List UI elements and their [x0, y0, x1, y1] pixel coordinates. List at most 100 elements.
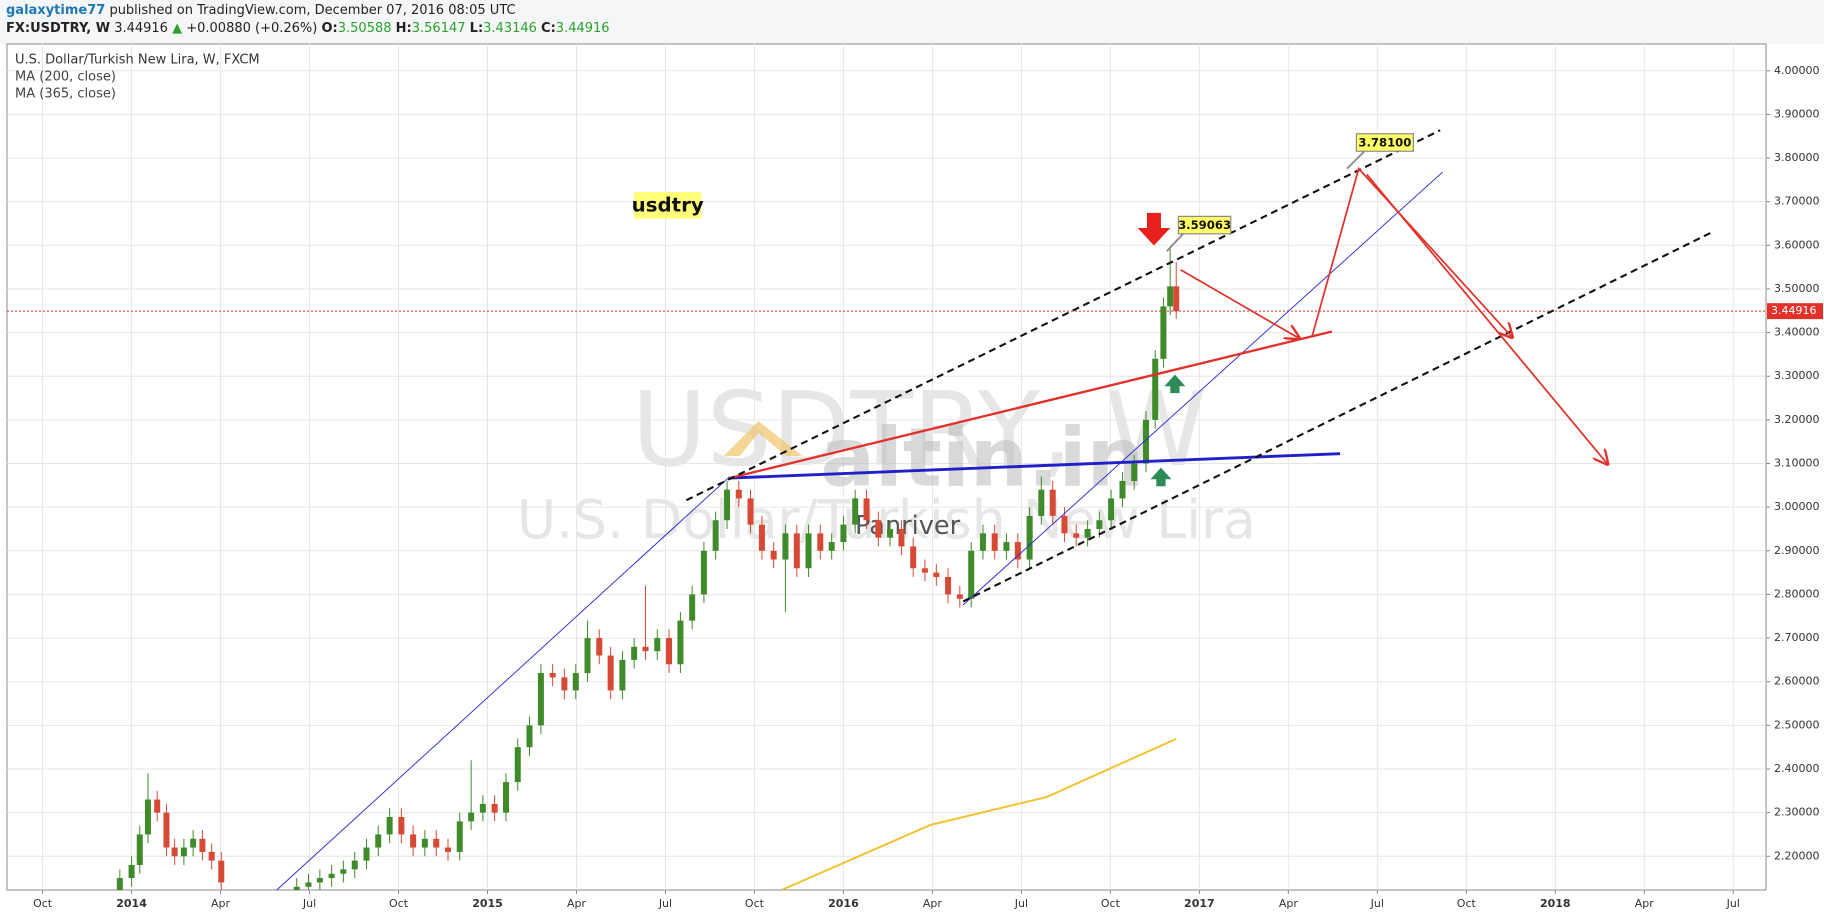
trend-line	[962, 171, 1443, 606]
channel-line	[685, 129, 1441, 502]
ohlc-value: 3.43146	[483, 21, 537, 36]
candle-body	[456, 821, 463, 852]
candle-body	[619, 659, 626, 691]
candle-body	[666, 638, 673, 665]
candle-body	[398, 816, 405, 835]
watermark-description: U.S. Dollar/Turkish New Lira	[517, 488, 1256, 551]
published: published on TradingView.com, December 0…	[109, 3, 516, 18]
callout-box	[1177, 215, 1232, 235]
y-tick-label: 3.70000	[1774, 195, 1820, 208]
x-tick-label: Oct	[389, 897, 409, 910]
y-tick-label: 2.60000	[1774, 675, 1820, 688]
candle-body	[852, 498, 859, 525]
candle-body	[293, 886, 300, 890]
last-price-label: 3.44916	[1771, 304, 1817, 317]
candle-body	[410, 834, 417, 848]
candle-body	[1061, 515, 1068, 534]
candle-body	[144, 799, 151, 835]
callout-box	[1355, 133, 1414, 152]
x-tick-label: Apr	[1635, 897, 1655, 910]
trend-line	[276, 476, 730, 890]
candle-body	[503, 782, 510, 813]
y-tick-label: 2.30000	[1774, 806, 1820, 819]
candle-body	[979, 533, 986, 551]
last-price-box	[1767, 303, 1823, 320]
x-tick-label: Jul	[658, 897, 672, 910]
grid	[7, 44, 1766, 890]
symbol: FX:USDTRY, W	[6, 21, 111, 36]
candle-body	[479, 803, 486, 813]
candle-body	[596, 638, 603, 656]
ohlc-label: C:	[541, 21, 556, 36]
y-tick-label: 3.60000	[1774, 238, 1820, 251]
candle-body	[689, 594, 696, 621]
x-tick-label: 2017	[1184, 897, 1215, 910]
candle-body	[945, 576, 952, 595]
down-arrow	[1137, 212, 1171, 246]
publish-line: galaxytime77 published on TradingView.co…	[6, 3, 516, 18]
candle-body	[642, 646, 649, 652]
candle-body	[171, 847, 178, 857]
x-tick-label: 2016	[828, 897, 859, 910]
candle-body	[1038, 489, 1045, 516]
axes: 2.20000 2.30000 2.40000 2.50000 2.60000 2.700…	[15, 64, 1823, 910]
x-tick-label: Jul	[302, 897, 316, 910]
x-tick-label: Jul	[1726, 897, 1740, 910]
x-tick-label: 2014	[116, 897, 147, 910]
y-tick-label: 4.00000	[1774, 64, 1820, 77]
ohlc-value: 3.50588	[337, 21, 392, 36]
candle-body	[163, 812, 170, 848]
x-tick-label: Jul	[1370, 897, 1384, 910]
callout: 3.59063	[1178, 218, 1231, 232]
candle-body	[128, 864, 135, 879]
candle-body	[1108, 498, 1115, 521]
x-tick-label: 2015	[472, 897, 503, 910]
candle-body	[817, 533, 824, 551]
candle-body	[875, 520, 882, 538]
candle-body	[991, 533, 998, 551]
change: +0.00880 (+0.26%)	[186, 21, 318, 36]
candle-body	[1003, 542, 1010, 551]
moving-average	[781, 737, 1177, 890]
watermark-logo: altin.in	[820, 410, 1144, 505]
candle-body	[863, 498, 870, 521]
y-tick-label: 2.20000	[1774, 849, 1820, 862]
legend-entry: MA (365, close)	[15, 87, 116, 102]
candle-body	[921, 568, 928, 573]
candle-body	[758, 524, 765, 551]
candle-body	[770, 550, 777, 560]
x-tick-label: Apr	[1279, 897, 1299, 910]
candle-body	[1084, 528, 1091, 538]
candle-body	[468, 812, 475, 822]
candle-body	[433, 838, 440, 848]
candle-body	[782, 533, 789, 560]
up-arrow	[1150, 467, 1172, 487]
candle-body	[1152, 358, 1159, 420]
y-tick-label: 2.80000	[1774, 587, 1820, 600]
y-tick-label: 2.50000	[1774, 718, 1820, 731]
x-tick-label: Oct	[745, 897, 765, 910]
y-tick-label: 3.00000	[1774, 500, 1820, 513]
legend-entry: MA (200, close)	[15, 70, 116, 85]
support-line	[729, 452, 1341, 480]
candle-body	[724, 489, 731, 521]
ohlc-label: L:	[469, 21, 484, 36]
candle-body	[1073, 533, 1080, 538]
price: 3.44916	[114, 21, 168, 36]
candle-body	[1026, 515, 1033, 560]
candle-body	[1014, 542, 1021, 560]
x-tick-label: Oct	[1457, 897, 1477, 910]
candle-body	[910, 546, 917, 569]
y-tick-label: 3.30000	[1774, 369, 1820, 382]
candle-body	[712, 520, 719, 551]
x-tick-label: Jul	[1014, 897, 1028, 910]
callout-pointer	[1346, 150, 1366, 170]
y-tick-label: 3.20000	[1774, 413, 1820, 426]
change-arrow: ▲	[172, 21, 183, 36]
candle-body	[526, 725, 533, 748]
author[interactable]: galaxytime77	[6, 3, 106, 18]
y-tick-label: 3.50000	[1774, 282, 1820, 295]
ohlc-value: 3.44916	[555, 21, 610, 36]
drawings: usdtry 3.59063 3.78100	[276, 129, 1714, 890]
ohlc-label: O:	[321, 21, 338, 36]
